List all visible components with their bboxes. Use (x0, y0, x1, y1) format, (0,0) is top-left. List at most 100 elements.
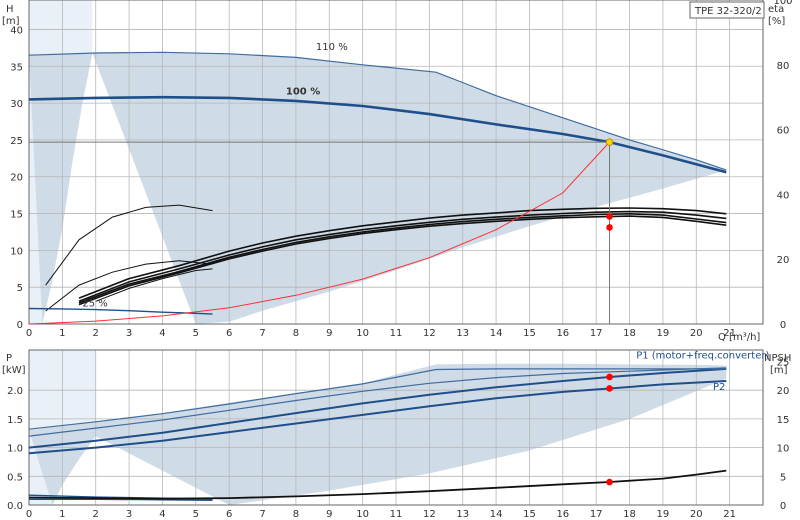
power-y2-tick: 0 (780, 501, 786, 512)
power-x-tick: 9 (326, 509, 332, 520)
head-y-tick: 40 (10, 25, 23, 36)
power-x-tick: 11 (390, 509, 403, 520)
efficiency-marker (606, 224, 613, 231)
power-marker (606, 478, 613, 486)
head-frame (28, 0, 764, 325)
efficiency-curve (95, 268, 213, 302)
curve-100-percent (28, 95, 727, 174)
head-x-tick: 16 (556, 328, 569, 339)
efficiency-curve (78, 207, 727, 299)
y2-axis-label-eta: eta (768, 4, 784, 15)
efficiency-marker (606, 213, 613, 220)
head-x-tick: 13 (456, 328, 469, 339)
head-x-tick: 5 (193, 328, 199, 339)
head-y-tick: 15 (10, 210, 23, 221)
series-label-curve-25-percent: 25 % (82, 298, 107, 309)
y2-axis-unit-npsh: [m] (770, 365, 788, 376)
power-x-tick: 10 (356, 509, 369, 520)
efficiency-curve (45, 204, 213, 286)
power-y2-tick: 10 (777, 444, 790, 455)
head-x-tick: 18 (623, 328, 636, 339)
power-x-tick: 1 (59, 509, 65, 520)
top-panel: 0 1 2 3 4 5 6 7 8 9 10 11 12 13 14 15 16 17 18 19 20 21051015… (10, 0, 793, 339)
series-label-p1: P1 (motor+freq.converter) (636, 351, 769, 362)
power-operating-area (29, 363, 727, 505)
power-x-tick: 18 (623, 509, 636, 520)
power-x-tick: 2 (93, 509, 99, 520)
head-y-tick: 30 (10, 99, 23, 110)
power-x-tick: 16 (556, 509, 569, 520)
y-axis-label-head: H (6, 4, 14, 15)
power-x-tick: 13 (456, 509, 469, 520)
y-axis-unit-power: [kW] (2, 365, 26, 376)
model-label: TPE 32-320/2 (694, 6, 762, 17)
power-curve-p2 (28, 380, 727, 455)
power-marker (606, 385, 613, 392)
head-x-tick: 19 (657, 328, 670, 339)
head-x-tick: 20 (690, 328, 703, 339)
head-x-tick: 14 (490, 328, 503, 339)
head-operating-area (29, 52, 727, 325)
head-y2-tick: 100 (773, 0, 792, 7)
curve-25-percent (28, 307, 213, 315)
y-axis-unit-head: [m] (2, 16, 20, 27)
efficiency-curve (78, 212, 727, 304)
power-x-tick: 3 (126, 509, 132, 520)
head-x-tick: 17 (590, 328, 603, 339)
curve-110-percent (28, 51, 727, 171)
head-x-tick: 6 (226, 328, 232, 339)
series-label-curve-110-percent: 110 % (316, 42, 348, 53)
power-x-tick: 5 (193, 509, 199, 520)
head-y2-tick: 40 (777, 190, 790, 201)
system-curve (28, 141, 610, 325)
power-curve-low-2 (29, 498, 213, 502)
head-y2-tick: 60 (777, 126, 790, 137)
efficiency-curve (78, 215, 727, 306)
power-x-tick: 20 (690, 509, 703, 520)
efficiency-curve (45, 260, 213, 312)
head-x-tick: 2 (93, 328, 99, 339)
head-x-tick: 4 (159, 328, 165, 339)
model-label-box (689, 1, 765, 19)
series-label-curve-100-percent: 100 % (286, 86, 320, 97)
bottom-panel: 0 1 2 3 4 5 6 7 8 9 10 11 12 13 14 15 16 17 18 19 20 210.00.5… (7, 349, 790, 520)
power-y-tick: 0.0 (7, 501, 23, 512)
power-marker (606, 373, 613, 381)
power-x-tick: 6 (226, 509, 232, 520)
head-y-tick: 0 (17, 320, 23, 331)
y-axis-label-power: P (6, 353, 12, 364)
head-x-tick: 8 (293, 328, 299, 339)
head-y2-tick: 80 (777, 61, 790, 72)
head-x-tick: 1 (59, 328, 65, 339)
head-x-tick: 10 (356, 328, 369, 339)
head-y-tick: 10 (10, 246, 23, 257)
power-x-tick: 7 (259, 509, 265, 520)
head-x-tick: 11 (390, 328, 403, 339)
power-x-tick: 12 (423, 509, 436, 520)
head-x-tick: 9 (326, 328, 332, 339)
power-x-tick: 17 (590, 509, 603, 520)
head-y2-tick: 20 (777, 255, 790, 266)
y2-axis-unit-eta: [%] (768, 16, 785, 27)
power-x-tick: 0 (26, 509, 32, 520)
efficiency-curve (78, 210, 727, 303)
power-x-tick: 19 (657, 509, 670, 520)
head-x-tick: 21 (723, 328, 736, 339)
power-y-tick: 0.5 (7, 472, 23, 483)
power-y2-tick: 15 (777, 415, 790, 426)
head-y-tick: 5 (17, 283, 23, 294)
head-y-tick: 20 (10, 173, 23, 184)
head-x-tick: 0 (26, 328, 32, 339)
head-x-tick: 3 (126, 328, 132, 339)
power-curve-max (28, 367, 727, 437)
power-x-tick: 14 (490, 509, 503, 520)
power-x-tick: 21 (723, 509, 736, 520)
power-frame (28, 349, 764, 506)
npsh-curve (28, 469, 727, 500)
power-x-tick: 8 (293, 509, 299, 520)
series-label-p2: P2 (713, 382, 725, 393)
duty-point-marker (605, 138, 614, 146)
power-x-tick: 4 (159, 509, 165, 520)
power-y-tick: 2.0 (7, 386, 23, 397)
